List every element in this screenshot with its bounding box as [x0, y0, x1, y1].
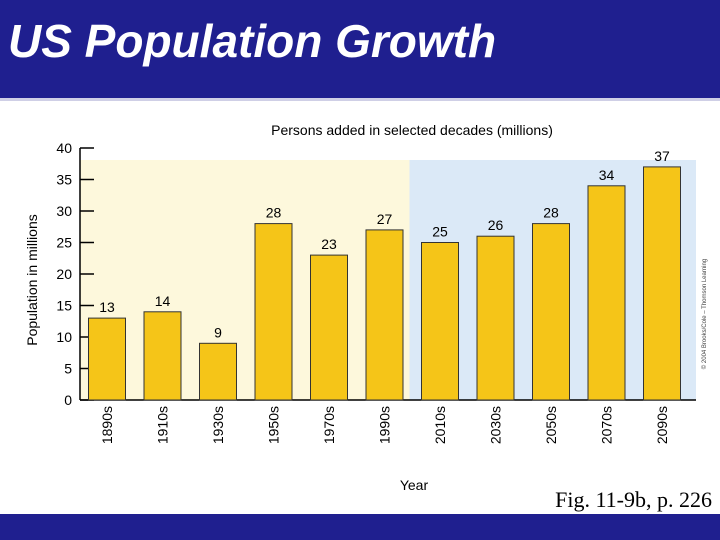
bar [476, 235, 515, 401]
x-tick-label: 1890s [99, 406, 115, 444]
y-tick-label: 10 [56, 329, 72, 345]
bar-value-label: 9 [214, 324, 222, 340]
bar-value-label: 28 [266, 205, 282, 221]
bar [421, 242, 459, 401]
bar [88, 317, 126, 401]
y-axis-title: Population in millions [24, 214, 40, 346]
bar-value-label: 26 [488, 217, 504, 233]
bar [365, 229, 404, 401]
x-tick-label: 2030s [488, 406, 504, 444]
slide-header [0, 0, 720, 98]
y-tick-label: 35 [56, 172, 72, 188]
bar-value-label: 13 [99, 299, 115, 315]
copyright-credit: © 2004 Brooks/Cole – Thomson Learning [699, 234, 711, 394]
x-tick-label: 1950s [266, 406, 282, 444]
x-tick-label: 2090s [654, 406, 670, 444]
y-tick-label: 20 [56, 266, 72, 282]
figure-caption: Fig. 11-9b, p. 226 [553, 487, 714, 513]
x-tick-label: 2070s [599, 406, 615, 444]
bar [643, 166, 681, 401]
slide-title: US Population Growth [8, 15, 497, 67]
bar [254, 223, 293, 401]
bar-value-label: 25 [432, 224, 448, 240]
x-tick-label: 1990s [377, 406, 393, 444]
historical-region [80, 160, 410, 400]
x-tick-label: 1910s [155, 406, 171, 444]
copyright-text: © 2004 Brooks/Cole – Thomson Learning [702, 258, 708, 370]
bar [587, 185, 626, 401]
bar-value-label: 28 [543, 205, 559, 221]
bar [143, 311, 182, 401]
header-divider [0, 98, 720, 101]
x-tick-label: 2050s [543, 406, 559, 444]
x-tick-label: 2010s [432, 406, 448, 444]
bar-value-label: 14 [155, 293, 171, 309]
y-tick-label: 40 [56, 140, 72, 156]
y-tick-label: 0 [64, 392, 72, 408]
y-tick-label: 30 [56, 203, 72, 219]
bar [199, 342, 237, 401]
bar-value-label: 37 [654, 148, 670, 164]
bar-value-label: 27 [377, 211, 393, 227]
y-tick-label: 25 [56, 235, 72, 251]
y-tick-label: 15 [56, 298, 72, 314]
bar-value-label: 34 [599, 167, 615, 183]
bar-value-label: 23 [321, 236, 337, 252]
bar [532, 223, 570, 401]
x-axis-title: Year [400, 477, 429, 493]
x-tick-label: 1970s [321, 406, 337, 444]
slide-footer [0, 514, 720, 540]
bar [310, 254, 348, 401]
y-tick-label: 5 [64, 361, 72, 377]
chart-title: Persons added in selected decades (milli… [271, 122, 553, 138]
x-tick-label: 1930s [210, 406, 226, 444]
